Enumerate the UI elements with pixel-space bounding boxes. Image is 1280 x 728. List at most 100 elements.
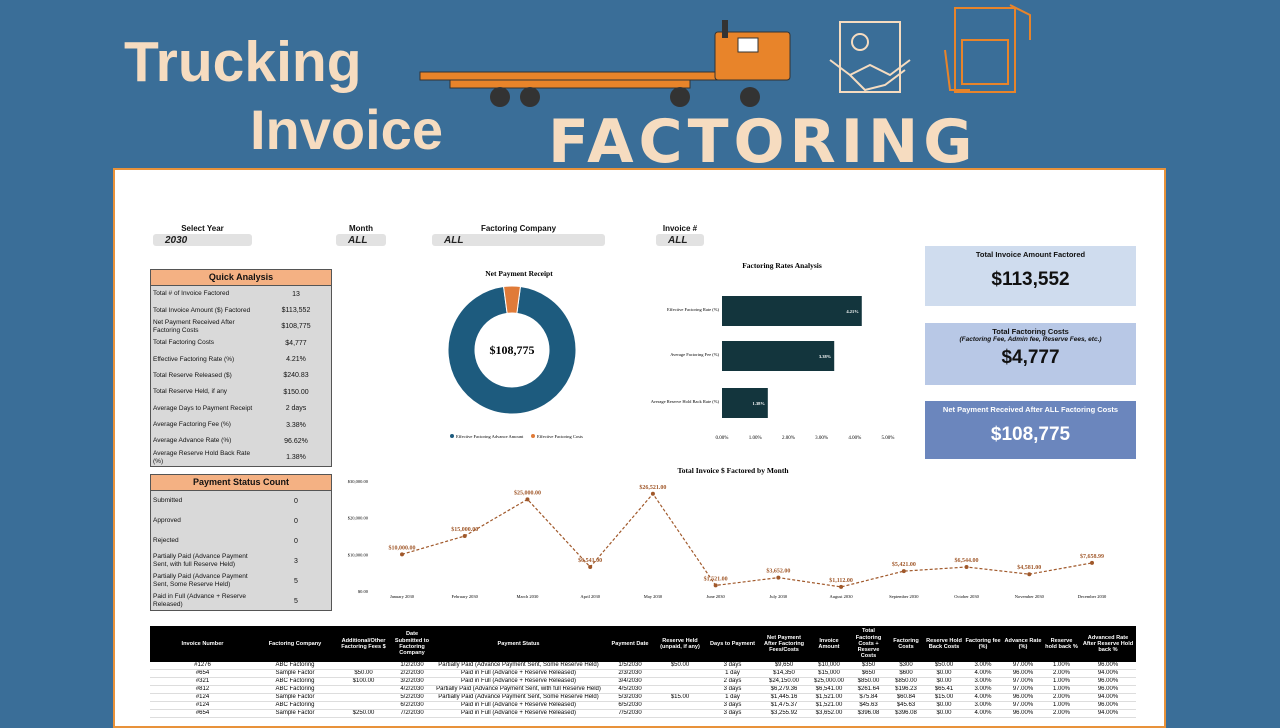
bar: [722, 296, 862, 326]
table-cell: 3/4/2030: [605, 677, 655, 687]
table-cell: $50.00: [925, 662, 963, 671]
table-cell: 96.00%: [1003, 709, 1043, 719]
header-art: [419, 4, 1031, 107]
table-cell: $15.00: [655, 693, 705, 703]
x-tick-label: August 2030: [830, 594, 854, 599]
table-header: Additional/Other Factoring Fees $: [335, 626, 392, 662]
filter-value[interactable]: ALL: [336, 234, 386, 246]
table-header: Date Submitted to Factoring Company: [392, 626, 432, 662]
y-tick-label: Average Reserve Hold Back Rate (%): [651, 399, 720, 404]
table-cell: $0.00: [925, 677, 963, 687]
point-label: $6,544.00: [955, 557, 979, 564]
table-cell: 4.00%: [963, 709, 1003, 719]
filter-value[interactable]: 2030: [153, 234, 252, 246]
table-cell: 2/3/2030: [605, 669, 655, 679]
table-cell: $850.00: [887, 677, 925, 687]
table-header: Days to Payment: [705, 626, 760, 662]
table-cell: $14,350: [760, 669, 808, 679]
table-cell: $24,150.00: [760, 677, 808, 687]
table-row: #812 ABC Factoring 4/2/2030 Partially Paid …: [150, 685, 1136, 695]
table-cell: 3 days: [705, 701, 760, 711]
table-cell: 2.00%: [1043, 709, 1080, 719]
point-label: $15,000.00: [451, 526, 478, 533]
table-cell: [655, 701, 705, 711]
qa-row: Average Advance Rate (%) 96.62%: [151, 433, 331, 449]
qa-value: 2 days: [285, 405, 307, 413]
filter-value[interactable]: ALL: [656, 234, 704, 246]
table-header: Reserve hold back %: [1043, 626, 1080, 662]
table-cell: $0.00: [925, 701, 963, 711]
table-header: Payment Status: [432, 626, 605, 662]
payment-status-rows: Submitted 0 Approved 0 Rejected 0 Partially Pa…: [151, 491, 331, 611]
quick-analysis-title: Quick Analysis: [151, 270, 331, 286]
kpi-title: Total Factoring Costs: [992, 327, 1069, 336]
qa-label: Effective Factoring Rate (%): [153, 355, 235, 363]
table-cell: $1,475.37: [760, 701, 808, 711]
filter-value[interactable]: ALL: [432, 234, 605, 246]
table-cell: 1.00%: [1043, 662, 1080, 671]
chart-title: Total Invoice $ Factored by Month: [677, 466, 789, 475]
table-cell: 94.00%: [1080, 709, 1136, 719]
donut-slice: [503, 285, 521, 314]
point-label: $7,658.99: [1080, 553, 1104, 560]
filter-label: Select Year: [181, 224, 224, 233]
point: [462, 534, 467, 538]
table-cell: $15.00: [925, 693, 963, 703]
kpi-title: Net Payment Received After ALL Factoring…: [942, 405, 1119, 414]
x-tick-label: March 2030: [517, 594, 540, 599]
x-tick-label: November 2030: [1015, 594, 1045, 599]
qa-value: $113,552: [281, 307, 311, 315]
table-cell: $1,445.16: [760, 693, 808, 703]
title-line2: Invoice: [250, 98, 443, 161]
table-header: Invoice Amount: [808, 626, 850, 662]
table-cell: ABC Factoring: [255, 662, 335, 671]
status-row: Rejected 0: [151, 531, 331, 551]
x-tick-label: 3.00%: [815, 436, 828, 441]
status-count: 0: [294, 537, 298, 545]
qa-row: Net Payment Received After Factoring Cos…: [151, 319, 331, 335]
table-cell: $10,000: [808, 662, 850, 671]
table-header: Net Payment After Factoring Fees/Costs: [760, 626, 808, 662]
status-label: Partially Paid (Advance Payment Sent, wi…: [153, 553, 248, 568]
table-cell: $100.00: [335, 677, 392, 687]
status-row: Approved 0: [151, 511, 331, 531]
table-cell: 3 days: [705, 685, 760, 695]
kpi-title: Total Invoice Amount Factored: [975, 250, 1086, 259]
table-cell: Partially Paid (Advance Payment Sent, wi…: [432, 685, 605, 695]
table-cell: $3,255.92: [760, 709, 808, 719]
table-cell: $1,521.00: [808, 693, 850, 703]
qa-row: Average Reserve Hold Back Rate (%) 1.38%: [151, 450, 331, 466]
point: [650, 491, 655, 496]
table-cell: ABC Factoring: [255, 701, 335, 711]
donut-slice: [447, 285, 577, 415]
x-tick-label: September 2030: [889, 594, 919, 599]
table-row: #1276 ABC Factoring 1/2/2030 Partially Paid…: [150, 662, 1136, 671]
quick-analysis-rows: Total # of Invoice Factored 13 Total Invoi…: [151, 286, 331, 466]
table-cell: $65.41: [925, 685, 963, 695]
table-cell: 1/5/2030: [605, 662, 655, 671]
table-cell: 97.00%: [1003, 685, 1043, 695]
table-cell: $45.63: [887, 701, 925, 711]
table-cell: 97.00%: [1003, 662, 1043, 671]
x-tick-label: February 2030: [452, 594, 479, 599]
point: [964, 565, 969, 570]
invoice-table: Invoice Number Factoring Company Additiona…: [150, 626, 1136, 719]
table-cell: 2.00%: [1043, 693, 1080, 703]
table-cell: $60.84: [887, 693, 925, 703]
table-header: Advance Rate (%): [1003, 626, 1043, 662]
status-row: Submitted 0: [151, 491, 331, 511]
table-cell: $45.63: [850, 701, 887, 711]
table-cell: [335, 685, 392, 695]
point-label: $26,521.00: [639, 484, 666, 491]
qa-label: Total Reserve Held, if any: [153, 388, 228, 396]
table-cell: 1.00%: [1043, 701, 1080, 711]
table-cell: 4.00%: [963, 693, 1003, 703]
qa-value: 1.38%: [286, 454, 306, 462]
table-cell: [335, 701, 392, 711]
status-label: Rejected: [153, 537, 179, 544]
table-cell: $9,650: [760, 662, 808, 671]
y-tick-label: $10,000.00: [348, 552, 369, 558]
status-count: 3: [294, 557, 298, 565]
bar: [722, 388, 768, 418]
qa-value: 4.21%: [286, 356, 306, 364]
